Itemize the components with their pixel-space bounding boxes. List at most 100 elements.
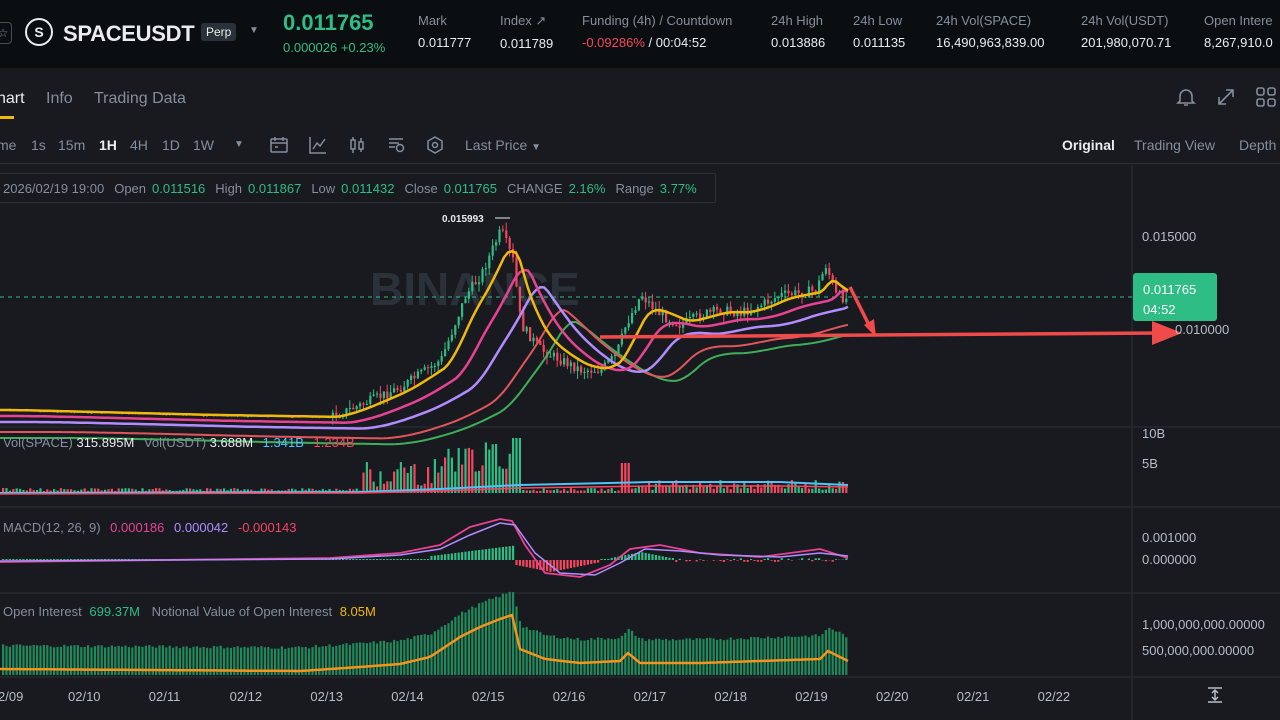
symbol-name[interactable]: SPACEUSDT <box>63 21 195 46</box>
volume-bar <box>396 469 399 493</box>
ma-line-purple <box>0 286 849 430</box>
volume-bar <box>566 490 569 493</box>
funding-countdown: / 00:04:52 <box>644 35 707 50</box>
price-chart[interactable]: BINANCE 0.015993 <box>0 165 1280 720</box>
calendar-icon[interactable] <box>269 135 289 155</box>
macd-histogram-bar <box>369 559 372 560</box>
candle-body <box>345 408 348 417</box>
oi-bar <box>498 597 501 675</box>
ohlc-high-label: High <box>215 180 243 196</box>
oi-bar <box>342 644 345 675</box>
funding-rate: -0.09286% <box>582 35 645 50</box>
volume-bar <box>56 490 59 493</box>
time-tick: 02/17 <box>633 689 667 704</box>
macd-histogram-bar <box>447 553 450 560</box>
macd-histogram-bar <box>501 547 504 560</box>
candle-body <box>631 313 634 324</box>
candle-body <box>447 340 450 350</box>
expand-icon[interactable] <box>1215 86 1237 108</box>
macd-histogram-bar <box>702 560 705 561</box>
stat-index[interactable]: Index ↗ 0.011789 <box>500 13 553 51</box>
price-type-select[interactable]: Last Price ▼ <box>465 137 541 153</box>
volume-bar <box>807 488 810 493</box>
timeframe-dropdown-chevron-icon[interactable]: ▼ <box>234 139 244 150</box>
volume-bar <box>481 465 484 493</box>
macd-histogram-bar <box>484 549 487 560</box>
volume-bar <box>529 490 532 493</box>
volume-bar <box>780 487 783 493</box>
oi-bar <box>501 593 504 675</box>
volume-bar <box>617 490 620 493</box>
oi-bar <box>348 644 351 675</box>
candle-body <box>369 395 372 404</box>
view-depth[interactable]: Depth <box>1239 137 1277 153</box>
candle-body <box>736 312 739 317</box>
layout-grid-icon[interactable] <box>1255 86 1277 108</box>
volume-bar <box>410 465 413 493</box>
oi-notional-label: Notional Value of Open Interest <box>151 604 333 619</box>
timeframe-15m[interactable]: 15m <box>58 137 86 153</box>
hexagon-settings-icon[interactable] <box>425 135 445 155</box>
oi-bar <box>603 639 606 675</box>
view-trading-view[interactable]: Trading View <box>1134 137 1215 153</box>
macd-histogram-bar <box>671 558 674 560</box>
macd-histogram-bar <box>437 555 440 560</box>
oi-bar <box>535 630 538 675</box>
oi-bar <box>189 648 192 675</box>
oi-bar <box>359 642 362 675</box>
timeframe-1s[interactable]: 1s <box>31 137 46 153</box>
fit-scale-icon[interactable] <box>1205 686 1225 704</box>
oi-bar <box>658 638 661 675</box>
stat-label: 24h Vol(USDT) <box>1081 13 1169 28</box>
oi-bar <box>447 623 450 675</box>
time-tick: 02/21 <box>956 689 990 704</box>
volume-bar <box>651 489 654 493</box>
macd-histogram-bar <box>644 552 647 560</box>
oi-bar <box>104 647 107 675</box>
timeframe-1d[interactable]: 1D <box>162 137 180 153</box>
symbol-dropdown-chevron-icon[interactable]: ▼ <box>249 25 259 36</box>
macd-histogram-bar <box>348 559 351 560</box>
view-original[interactable]: Original <box>1062 137 1115 153</box>
volume-bar <box>525 490 528 493</box>
oi-bar <box>321 646 324 675</box>
active-tab-indicator <box>0 116 14 119</box>
oi-bar <box>420 634 423 675</box>
timeframe-1w[interactable]: 1W <box>193 137 214 153</box>
bell-icon[interactable] <box>1175 86 1197 108</box>
current-price-tag: 0.011765 04:52 <box>1133 273 1217 321</box>
macd-histogram-bar <box>97 559 100 560</box>
tab-info[interactable]: Info <box>46 90 73 107</box>
volume-bar <box>797 486 800 493</box>
stat-24h-low: 24h Low 0.011135 <box>853 13 905 50</box>
ohlc-change-label: CHANGE <box>506 180 563 196</box>
candle-body <box>379 393 382 398</box>
oi-bar <box>821 634 824 675</box>
candle-body <box>780 292 783 298</box>
indicator-line-icon[interactable] <box>308 135 328 155</box>
tab-chart[interactable]: hart <box>0 90 25 107</box>
oi-bar <box>801 636 804 675</box>
timeframe-time[interactable]: me <box>0 137 17 153</box>
volume-bar <box>501 468 504 493</box>
oi-bar <box>600 638 603 675</box>
macd-histogram-bar <box>573 560 576 568</box>
oi-bar <box>195 646 198 675</box>
oi-bar <box>158 645 161 675</box>
oi-bar <box>634 635 637 675</box>
candlestick-type-icon[interactable] <box>347 135 367 155</box>
oi-bar <box>695 638 698 675</box>
macd-histogram-bar <box>603 559 606 560</box>
tab-trading-data[interactable]: Trading Data <box>94 90 186 107</box>
timeframe-4h[interactable]: 4H <box>130 137 148 153</box>
favorite-star-icon[interactable]: ☆ <box>0 22 12 44</box>
macd-histogram-bar <box>389 559 392 560</box>
macd-histogram-bar <box>420 559 423 560</box>
volume-bar <box>457 448 460 493</box>
oi-bar <box>379 640 382 675</box>
chart-settings-icon[interactable] <box>387 135 407 155</box>
candle-body <box>410 375 413 380</box>
volume-bar <box>199 489 202 493</box>
volume-bar <box>15 488 18 493</box>
timeframe-1h[interactable]: 1H <box>99 137 117 153</box>
